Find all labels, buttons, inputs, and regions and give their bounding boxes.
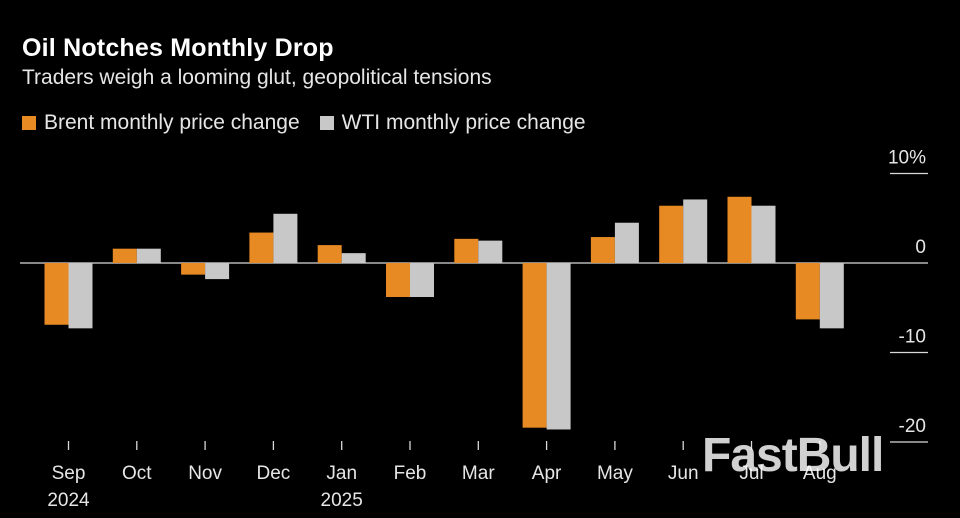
chart-title: Oil Notches Monthly Drop xyxy=(22,34,334,62)
legend-swatch-wti xyxy=(319,116,334,130)
legend-swatch-brent xyxy=(22,116,36,130)
legend-item-brent: Brent monthly price change xyxy=(22,111,300,135)
bar-wti-feb xyxy=(410,263,434,298)
legend-label-wti: WTI monthly price change xyxy=(341,111,586,134)
bar-brent-may xyxy=(590,237,615,263)
watermark-logo: FastBull xyxy=(702,429,884,482)
bar-brent-nov xyxy=(181,263,206,275)
legend-label-brent: Brent monthly price change xyxy=(44,111,300,134)
bar-brent-jan xyxy=(317,245,342,263)
bar-brent-jun xyxy=(659,205,684,263)
x-tick-label-apr: Apr xyxy=(532,463,562,484)
legend-item-wti: WTI monthly price change xyxy=(319,111,586,135)
bar-brent-mar xyxy=(454,238,479,263)
x-tick-label-oct: Oct xyxy=(122,463,152,484)
x-tick-label-dec: Dec xyxy=(257,463,291,484)
bar-wti-mar xyxy=(478,240,503,263)
y-tick-label-1: 0 xyxy=(915,237,926,258)
bar-wti-sep xyxy=(68,263,93,329)
y-tick-label-0: 10% xyxy=(888,148,926,169)
x-year-label-2024: 2024 xyxy=(47,490,90,511)
y-tick-label-2: -10 xyxy=(899,327,926,348)
bar-wti-jul xyxy=(751,205,776,263)
chart-subtitle: Traders weigh a looming glut, geopolitic… xyxy=(22,66,492,89)
x-tick-label-jan: Jan xyxy=(326,463,357,484)
bar-wti-jan xyxy=(341,253,366,263)
x-tick-label-may: May xyxy=(597,463,633,484)
bar-wti-oct xyxy=(136,248,161,263)
legend: Brent monthly price change WTI monthly p… xyxy=(22,111,606,135)
bar-wti-aug xyxy=(819,263,844,329)
bar-brent-sep xyxy=(44,263,69,325)
x-tick-label-feb: Feb xyxy=(394,463,427,484)
bar-brent-aug xyxy=(795,263,820,320)
bar-brent-apr xyxy=(522,263,547,428)
x-year-label-2025: 2025 xyxy=(321,490,363,511)
x-tick-label-mar: Mar xyxy=(462,463,495,484)
bar-brent-jul xyxy=(727,196,752,263)
x-tick-label-aug: Aug xyxy=(803,463,837,484)
bar-wti-nov xyxy=(205,263,230,280)
x-tick-label-jun: Jun xyxy=(668,463,699,484)
bar-brent-oct xyxy=(112,248,137,263)
x-tick-label-nov: Nov xyxy=(188,463,222,484)
x-tick-label-jul: Jul xyxy=(739,463,763,484)
x-tick-label-sep: Sep xyxy=(52,463,86,484)
bar-wti-dec xyxy=(273,213,298,263)
y-tick-label-3: -20 xyxy=(899,416,926,437)
bar-wti-may xyxy=(614,222,639,263)
bar-brent-feb xyxy=(386,263,410,298)
bar-wti-jun xyxy=(683,199,708,263)
bar-wti-apr xyxy=(546,263,571,430)
bar-brent-dec xyxy=(249,232,274,263)
